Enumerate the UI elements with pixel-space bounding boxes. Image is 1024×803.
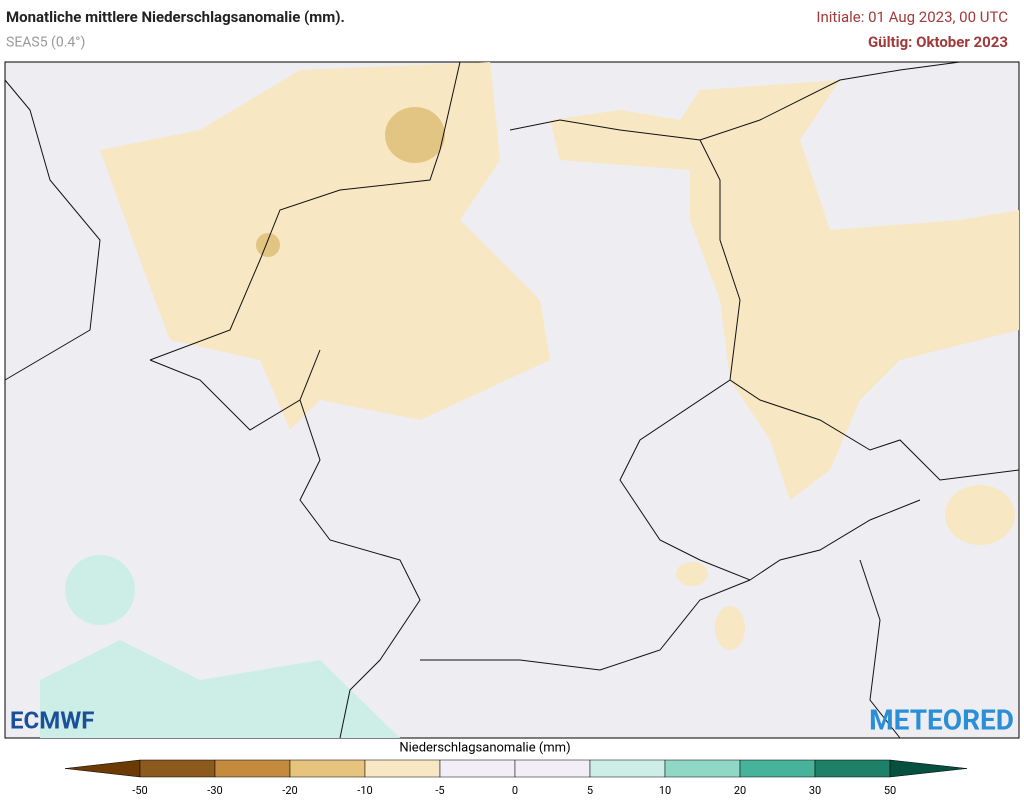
colorbar-end — [64, 759, 141, 778]
colorbar-segment — [589, 759, 666, 778]
colorbar-tick-label: 20 — [734, 784, 746, 797]
dry-area — [550, 80, 1019, 500]
title: Monatliche mittlere Niederschlagsanomali… — [6, 8, 345, 26]
valid-date: Gültig: Oktober 2023 — [868, 33, 1008, 51]
colorbar-segment — [514, 759, 591, 778]
colorbar: -50 -30 -20 -10 -5 0 5 10 20 30 50 — [64, 759, 968, 797]
colorbar-tick-label: 0 — [512, 784, 518, 797]
subtitle: SEAS5 (0.4°) — [6, 35, 85, 51]
dry-area — [715, 606, 745, 650]
initial-date: Initiale: 01 Aug 2023, 00 UTC — [816, 8, 1008, 26]
colorbar-tick-label: 30 — [809, 784, 821, 797]
wet-area — [65, 555, 135, 625]
colorbar-tick-label: -50 — [132, 784, 147, 797]
colorbar-segment — [289, 759, 366, 778]
drier-area — [385, 107, 445, 163]
colorbar-label: Niederschlagsanomalie (mm) — [399, 740, 570, 755]
colorbar-segment — [439, 759, 516, 778]
borders — [4, 61, 1020, 739]
colorbar-tick-label: 10 — [659, 784, 671, 797]
colorbar-tick-label: -20 — [282, 784, 297, 797]
colorbar-segment — [364, 759, 441, 778]
colorbar-tick-label: -30 — [207, 784, 222, 797]
colorbar-segment — [814, 759, 891, 778]
colorbar-tick-label: 5 — [587, 784, 593, 797]
colorbar-segment — [139, 759, 216, 778]
dry-area — [676, 562, 708, 586]
colorbar-segment — [664, 759, 741, 778]
colorbar-tick-label: 50 — [884, 784, 896, 797]
wet-area — [40, 640, 400, 738]
ecmwf-logo: ECMWF — [10, 706, 94, 734]
meteored-logo: METEORED — [869, 703, 1014, 736]
dry-area — [945, 485, 1015, 545]
dry-area — [100, 62, 550, 430]
colorbar-tick-label: -5 — [435, 784, 444, 797]
drier-area — [256, 233, 280, 257]
colorbar-end — [889, 759, 968, 778]
colorbar-segment — [214, 759, 291, 778]
colorbar-tick-label: -10 — [357, 784, 372, 797]
colorbar-segment — [739, 759, 816, 778]
map — [4, 61, 1020, 739]
